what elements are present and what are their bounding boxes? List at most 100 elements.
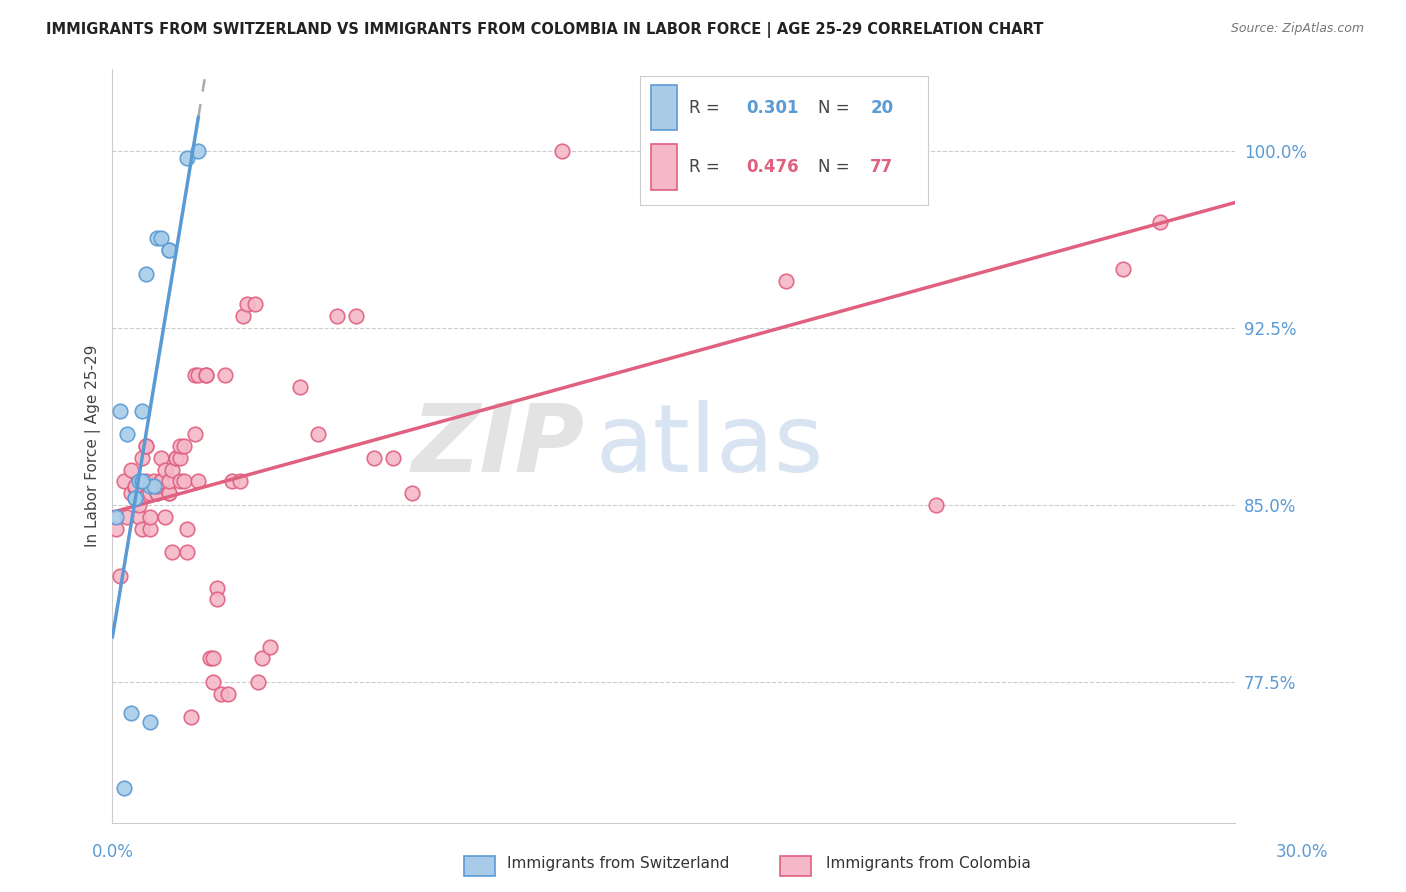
Point (247, 674, 270, 689)
Point (184, 427, 207, 442)
Point (139, 509, 162, 524)
Text: 0.476: 0.476 (747, 158, 799, 176)
Point (150, 475, 173, 489)
Text: Source: ZipAtlas.com: Source: ZipAtlas.com (1230, 22, 1364, 36)
Point (150, 475, 173, 489)
Text: 20: 20 (870, 98, 893, 117)
Point (131, 450, 153, 465)
Point (205, 581, 228, 595)
Point (139, 486, 162, 500)
Point (108, 403, 131, 417)
Point (146, 231, 169, 245)
Point (236, 297, 259, 311)
Point (173, 439, 195, 453)
Point (169, 439, 191, 453)
Point (128, 509, 150, 524)
Point (157, 243, 180, 257)
Point (157, 475, 180, 489)
Point (146, 479, 169, 493)
Y-axis label: In Labor Force | Age 25-29: In Labor Force | Age 25-29 (86, 345, 101, 547)
Point (307, 427, 329, 442)
Point (128, 475, 150, 489)
Point (124, 482, 146, 496)
Point (925, 498, 948, 512)
Point (131, 403, 153, 417)
Text: 0.0%: 0.0% (91, 843, 134, 861)
Point (165, 450, 187, 465)
Text: IMMIGRANTS FROM SWITZERLAND VS IMMIGRANTS FROM COLOMBIA IN LABOR FORCE | AGE 25-: IMMIGRANTS FROM SWITZERLAND VS IMMIGRANT… (46, 22, 1043, 38)
Point (135, 439, 157, 453)
Text: R =: R = (689, 158, 724, 176)
Point (124, 491, 146, 505)
Point (187, 475, 209, 489)
Point (169, 475, 191, 489)
Point (228, 475, 250, 489)
Point (150, 450, 173, 465)
Point (209, 687, 232, 701)
Point (128, 498, 150, 512)
Point (195, 368, 218, 383)
Point (120, 706, 142, 720)
Point (124, 491, 146, 505)
Point (142, 475, 165, 489)
Point (157, 486, 180, 500)
Text: N =: N = (818, 98, 855, 117)
Point (550, 144, 572, 158)
Point (775, 274, 797, 288)
Bar (651, 85, 678, 130)
Point (162, 545, 184, 559)
Point (135, 475, 157, 489)
Point (401, 486, 423, 500)
Point (146, 486, 169, 500)
Point (120, 462, 142, 476)
Point (105, 522, 128, 536)
Point (202, 674, 225, 689)
Point (344, 310, 367, 324)
Point (662, 144, 685, 158)
Point (288, 380, 311, 394)
Point (108, 568, 131, 582)
Point (135, 267, 157, 281)
Text: ZIP: ZIP (411, 400, 583, 492)
Point (259, 640, 281, 654)
Point (162, 462, 184, 476)
Text: Immigrants from Colombia: Immigrants from Colombia (825, 856, 1031, 871)
Point (363, 450, 385, 465)
Point (1112, 262, 1135, 277)
Point (221, 475, 243, 489)
Text: N =: N = (818, 158, 855, 176)
Point (112, 475, 135, 489)
Point (146, 486, 169, 500)
Point (250, 651, 273, 665)
Point (117, 427, 139, 442)
Point (202, 651, 225, 665)
Point (139, 714, 162, 729)
Point (157, 243, 180, 257)
Point (187, 144, 209, 158)
Point (169, 450, 191, 465)
Point (139, 479, 162, 493)
Point (173, 475, 195, 489)
Point (131, 475, 153, 489)
Point (135, 439, 157, 453)
Text: Immigrants from Switzerland: Immigrants from Switzerland (508, 856, 730, 871)
Point (180, 710, 202, 724)
Point (382, 450, 405, 465)
Text: 0.301: 0.301 (747, 98, 799, 117)
Point (150, 231, 173, 245)
Point (1149, 215, 1171, 229)
Point (187, 368, 209, 383)
Text: 77: 77 (870, 158, 894, 176)
Point (232, 310, 254, 324)
Text: atlas: atlas (595, 400, 824, 492)
Point (214, 368, 236, 383)
Bar (651, 145, 678, 190)
Point (139, 522, 162, 536)
Point (105, 509, 128, 524)
Point (165, 450, 187, 465)
Point (184, 368, 207, 383)
Point (176, 545, 198, 559)
Point (217, 687, 239, 701)
Point (142, 479, 165, 493)
Point (176, 522, 198, 536)
